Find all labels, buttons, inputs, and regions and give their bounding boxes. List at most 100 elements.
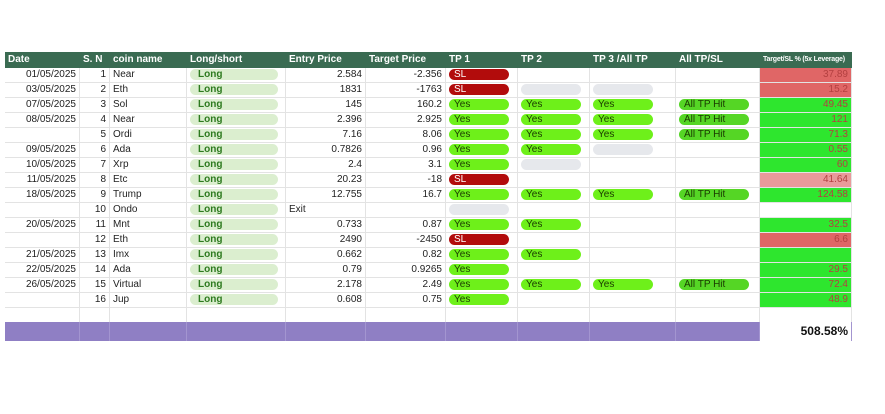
entry-price-cell[interactable]: 0.733 — [286, 218, 366, 233]
tp1-cell[interactable]: Yes — [446, 263, 518, 278]
date-cell[interactable]: 26/05/2025 — [5, 278, 80, 293]
serial-number-cell[interactable]: 10 — [80, 203, 110, 218]
coin-name-cell[interactable]: Ada — [110, 263, 187, 278]
yes-pill[interactable]: Yes — [593, 129, 653, 140]
serial-number-cell[interactable]: 12 — [80, 233, 110, 248]
blank-cell[interactable] — [286, 308, 366, 323]
tp3-cell[interactable] — [590, 233, 676, 248]
blank-cell[interactable] — [187, 308, 286, 323]
date-cell[interactable] — [5, 203, 80, 218]
all-tp-sl-cell[interactable] — [676, 248, 760, 263]
yes-pill[interactable]: Yes — [593, 114, 653, 125]
tp2-cell[interactable] — [518, 203, 590, 218]
blank-cell[interactable] — [590, 308, 676, 323]
tp3-cell[interactable]: Yes — [590, 128, 676, 143]
empty-status-pill[interactable] — [593, 144, 653, 155]
long-pill[interactable]: Long — [190, 114, 278, 125]
long-pill[interactable]: Long — [190, 234, 278, 245]
target-sl-pct-cell[interactable]: 37.89 — [760, 68, 852, 83]
header-entry-price[interactable]: Entry Price — [286, 52, 366, 68]
long-short-cell[interactable]: Long — [187, 203, 286, 218]
all-tp-sl-cell[interactable] — [676, 263, 760, 278]
tp2-cell[interactable]: Yes — [518, 188, 590, 203]
all-tp-sl-cell[interactable]: All TP Hit — [676, 98, 760, 113]
serial-number-cell[interactable]: 7 — [80, 158, 110, 173]
all-tp-sl-cell[interactable]: All TP Hit — [676, 188, 760, 203]
coin-name-cell[interactable]: Ada — [110, 143, 187, 158]
all-tp-hit-pill[interactable]: All TP Hit — [679, 189, 749, 200]
all-tp-sl-cell[interactable] — [676, 218, 760, 233]
tp1-cell[interactable]: Yes — [446, 98, 518, 113]
all-tp-sl-cell[interactable] — [676, 173, 760, 188]
total-cell[interactable] — [286, 322, 366, 341]
blank-cell[interactable] — [760, 308, 852, 323]
target-price-cell[interactable]: 0.82 — [366, 248, 446, 263]
long-short-cell[interactable]: Long — [187, 128, 286, 143]
serial-number-cell[interactable]: 11 — [80, 218, 110, 233]
long-short-cell[interactable]: Long — [187, 218, 286, 233]
total-cell[interactable] — [5, 322, 80, 341]
yes-pill[interactable]: Yes — [521, 249, 581, 260]
entry-price-cell[interactable]: 1831 — [286, 83, 366, 98]
yes-pill[interactable]: Yes — [521, 189, 581, 200]
entry-price-cell[interactable]: 2490 — [286, 233, 366, 248]
blank-cell[interactable] — [446, 308, 518, 323]
tp2-cell[interactable] — [518, 263, 590, 278]
date-cell[interactable] — [5, 128, 80, 143]
coin-name-cell[interactable]: Ondo — [110, 203, 187, 218]
tp1-cell[interactable]: Yes — [446, 188, 518, 203]
all-tp-hit-pill[interactable]: All TP Hit — [679, 279, 749, 290]
entry-price-cell[interactable]: 12.755 — [286, 188, 366, 203]
long-pill[interactable]: Long — [190, 264, 278, 275]
all-tp-hit-pill[interactable]: All TP Hit — [679, 99, 749, 110]
long-pill[interactable]: Long — [190, 174, 278, 185]
all-tp-sl-cell[interactable] — [676, 83, 760, 98]
serial-number-cell[interactable]: 16 — [80, 293, 110, 308]
target-price-cell[interactable]: -18 — [366, 173, 446, 188]
all-tp-sl-cell[interactable]: All TP Hit — [676, 128, 760, 143]
serial-number-cell[interactable]: 6 — [80, 143, 110, 158]
long-short-cell[interactable]: Long — [187, 98, 286, 113]
tp1-cell[interactable]: Yes — [446, 158, 518, 173]
stop-loss-pill[interactable]: SL — [449, 234, 509, 245]
long-pill[interactable]: Long — [190, 189, 278, 200]
long-short-cell[interactable]: Long — [187, 113, 286, 128]
target-price-cell[interactable]: -2.356 — [366, 68, 446, 83]
date-cell[interactable] — [5, 233, 80, 248]
all-tp-sl-cell[interactable] — [676, 233, 760, 248]
all-tp-sl-cell[interactable] — [676, 158, 760, 173]
yes-pill[interactable]: Yes — [593, 99, 653, 110]
long-short-cell[interactable]: Long — [187, 83, 286, 98]
yes-pill[interactable]: Yes — [449, 189, 509, 200]
coin-name-cell[interactable]: Etc — [110, 173, 187, 188]
header-date[interactable]: Date — [5, 52, 80, 68]
total-cell[interactable] — [446, 322, 518, 341]
tp3-cell[interactable] — [590, 218, 676, 233]
all-tp-sl-cell[interactable]: All TP Hit — [676, 278, 760, 293]
entry-price-cell[interactable]: 2.4 — [286, 158, 366, 173]
tp1-cell[interactable]: SL — [446, 68, 518, 83]
entry-price-cell[interactable]: 2.396 — [286, 113, 366, 128]
all-tp-sl-cell[interactable] — [676, 143, 760, 158]
all-tp-hit-pill[interactable]: All TP Hit — [679, 114, 749, 125]
entry-price-cell[interactable]: 20.23 — [286, 173, 366, 188]
tp3-cell[interactable]: Yes — [590, 188, 676, 203]
yes-pill[interactable]: Yes — [521, 219, 581, 230]
date-cell[interactable]: 08/05/2025 — [5, 113, 80, 128]
target-sl-pct-cell[interactable]: 71.3 — [760, 128, 852, 143]
target-price-cell[interactable]: 0.96 — [366, 143, 446, 158]
tp1-cell[interactable]: Yes — [446, 278, 518, 293]
yes-pill[interactable]: Yes — [449, 114, 509, 125]
total-cell[interactable] — [366, 322, 446, 341]
long-pill[interactable]: Long — [190, 204, 278, 215]
coin-name-cell[interactable]: Imx — [110, 248, 187, 263]
all-tp-hit-pill[interactable]: All TP Hit — [679, 129, 749, 140]
target-price-cell[interactable]: 0.75 — [366, 293, 446, 308]
serial-number-cell[interactable]: 13 — [80, 248, 110, 263]
yes-pill[interactable]: Yes — [449, 219, 509, 230]
serial-number-cell[interactable]: 5 — [80, 128, 110, 143]
tp3-cell[interactable] — [590, 248, 676, 263]
coin-name-cell[interactable]: Trump — [110, 188, 187, 203]
tp3-cell[interactable] — [590, 263, 676, 278]
total-percentage[interactable]: 508.58% — [760, 322, 852, 341]
